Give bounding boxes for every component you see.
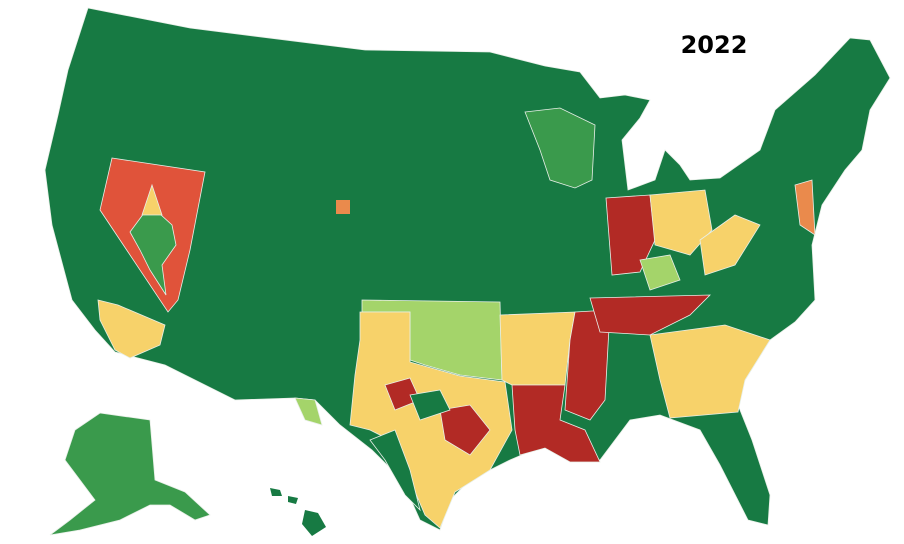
region-yellow <box>349 311 513 529</box>
region-yellow <box>141 183 163 216</box>
region-light-green <box>524 107 596 189</box>
hawaii <box>302 510 326 536</box>
region-yellow <box>649 324 771 419</box>
region-yellow <box>699 214 761 276</box>
region-orange <box>794 179 816 236</box>
region-dark-red <box>511 384 601 463</box>
map-title: 2022 <box>681 31 748 59</box>
region-green <box>409 389 451 421</box>
region-lime <box>294 397 323 426</box>
region-dark-red <box>439 404 491 456</box>
hawaii <box>270 488 282 496</box>
alaska <box>49 412 211 536</box>
region-orange <box>336 200 350 214</box>
region-yellow <box>97 299 166 359</box>
region-lime <box>639 254 681 291</box>
hawaii <box>288 496 298 504</box>
region-green <box>369 429 421 512</box>
region-yellow <box>499 311 576 386</box>
region-dark-red <box>605 194 656 276</box>
region-dark-red <box>589 294 711 336</box>
